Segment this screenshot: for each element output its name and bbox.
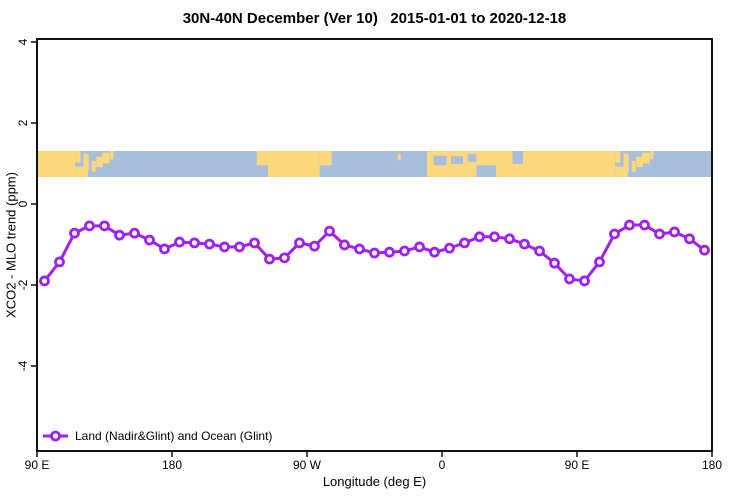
- series-marker: [159, 243, 170, 255]
- series-marker: [204, 238, 215, 250]
- x-tick-label: 90 E: [564, 458, 590, 472]
- series-marker: [219, 241, 230, 253]
- series-marker: [129, 227, 140, 239]
- map-band-land: [623, 153, 629, 172]
- series-marker: [354, 243, 365, 255]
- chart-title: 30N-40N December (Ver 10) 2015-01-01 to …: [182, 10, 567, 27]
- series-marker: [534, 245, 545, 257]
- map-band-water: [433, 155, 447, 166]
- series-marker: [519, 238, 530, 250]
- series-marker: [549, 257, 560, 269]
- series-marker: [39, 275, 50, 287]
- x-tick-label: 180: [161, 458, 183, 472]
- map-band-land: [96, 156, 103, 168]
- series-marker: [369, 247, 380, 259]
- series-marker: [294, 237, 305, 249]
- series-marker: [699, 244, 710, 256]
- series-marker: [564, 273, 575, 285]
- series-marker: [429, 246, 440, 258]
- map-band-land: [615, 166, 628, 177]
- map-band-land: [631, 160, 636, 172]
- series-marker: [414, 241, 425, 253]
- series-marker: [669, 226, 680, 238]
- series-marker: [684, 233, 695, 245]
- map-band-land: [91, 160, 96, 172]
- series-marker: [594, 256, 605, 268]
- map-band-land: [268, 151, 320, 177]
- plot-area: [36, 38, 713, 452]
- y-tick-label: 4: [16, 38, 30, 46]
- map-band-land: [75, 166, 88, 177]
- series-marker: [114, 229, 125, 241]
- legend-label: Land (Nadir&Glint) and Ocean (Glint): [75, 429, 273, 443]
- series-marker: [144, 234, 155, 246]
- map-band-land: [83, 153, 89, 172]
- series-marker: [399, 245, 410, 257]
- y-tick-label: 0: [16, 200, 30, 208]
- y-tick-label: 2: [16, 119, 30, 127]
- series-marker: [474, 231, 485, 243]
- series-marker: [264, 253, 275, 265]
- map-band-land: [615, 151, 621, 163]
- map-band-land: [642, 152, 650, 164]
- series-marker: [54, 256, 65, 268]
- series-marker: [444, 242, 455, 254]
- y-tick-label: -2: [16, 279, 30, 291]
- legend-marker-sample: [50, 430, 61, 442]
- map-band-water: [512, 151, 523, 164]
- x-axis-title: Longitude (deg E): [322, 474, 427, 489]
- map-band-water: [467, 154, 477, 162]
- series-marker: [654, 228, 665, 240]
- map-band-water: [476, 165, 496, 177]
- map-band-water: [451, 156, 463, 164]
- series-marker: [99, 220, 110, 232]
- map-band-land: [636, 156, 643, 168]
- series-marker: [189, 237, 200, 249]
- series-marker: [69, 227, 80, 239]
- plot-border: [36, 38, 713, 452]
- map-band-land: [319, 151, 332, 166]
- series-marker: [174, 236, 185, 248]
- series-marker: [624, 219, 635, 231]
- x-tick-label: 180: [701, 458, 723, 472]
- map-band-land: [650, 151, 654, 160]
- series-marker: [249, 237, 260, 249]
- series-marker: [309, 240, 320, 252]
- series-marker: [324, 225, 335, 237]
- y-axis-title: XCO2 - MLO trend (ppm): [3, 172, 19, 318]
- y-tick-label: -4: [16, 360, 30, 372]
- series-marker: [579, 275, 590, 287]
- map-band-land: [37, 151, 76, 177]
- map-band-land: [75, 151, 81, 163]
- series-marker: [279, 252, 290, 264]
- series-marker: [609, 228, 620, 240]
- x-tick-label: 90 W: [292, 458, 322, 472]
- map-band-land: [110, 151, 114, 160]
- x-tick-label: 90 E: [24, 458, 50, 472]
- series-marker: [489, 231, 500, 243]
- series-marker: [84, 220, 95, 232]
- series-marker: [504, 233, 515, 245]
- map-band-land: [256, 151, 268, 166]
- series-marker: [459, 237, 470, 249]
- map-band-land: [397, 154, 401, 161]
- series-marker: [339, 239, 350, 251]
- map-band-land: [102, 152, 110, 164]
- series-marker: [639, 219, 650, 231]
- series-marker: [384, 246, 395, 258]
- x-tick-label: 0: [438, 458, 446, 472]
- series-marker: [234, 241, 245, 253]
